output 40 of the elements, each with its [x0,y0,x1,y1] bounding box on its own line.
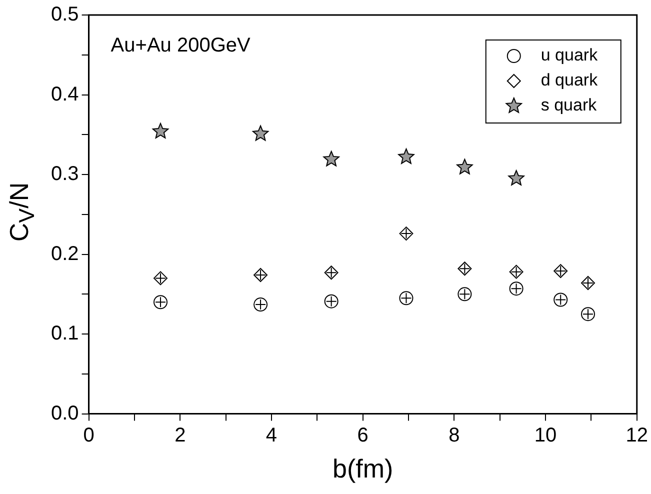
y-tick-label: 0.3 [50,163,79,186]
point [324,266,338,280]
point [554,292,568,307]
text: 0.0 [50,402,79,424]
point [254,298,268,312]
point [581,307,596,322]
point [152,122,169,138]
x-tick-label: 8 [448,424,460,446]
y-tick-label: 0.1 [50,322,79,345]
point [508,170,524,186]
point [399,291,414,306]
point [581,276,596,290]
point [509,264,524,279]
point [154,271,168,286]
legend-label: s quark [540,96,598,115]
y-tick-label: 0.5 [50,4,79,26]
x-tick-label: 10 [534,424,557,446]
point [554,264,568,278]
x-tick-label: 12 [626,424,648,446]
x-tick-label: 0 [83,424,94,446]
point [323,150,340,166]
x-tick-label: 6 [357,424,368,446]
point [154,295,168,310]
legend-label: d quark [540,70,598,90]
y-tick-label: 0.4 [50,83,79,106]
x-tick-label: 2 [174,424,186,446]
point [324,294,338,308]
x-tick-label: 4 [266,424,278,446]
point [509,282,524,296]
point [252,125,269,141]
point [458,287,472,302]
point [399,226,414,241]
point [398,148,414,164]
x-axis-title: b(fm) [332,454,394,484]
point [254,268,268,282]
legend-label: u quark [540,46,598,65]
y-tick-label: 0.2 [50,242,79,265]
annotation: Au+Au 200GeV [110,34,252,57]
point [458,262,472,276]
point [456,158,473,174]
